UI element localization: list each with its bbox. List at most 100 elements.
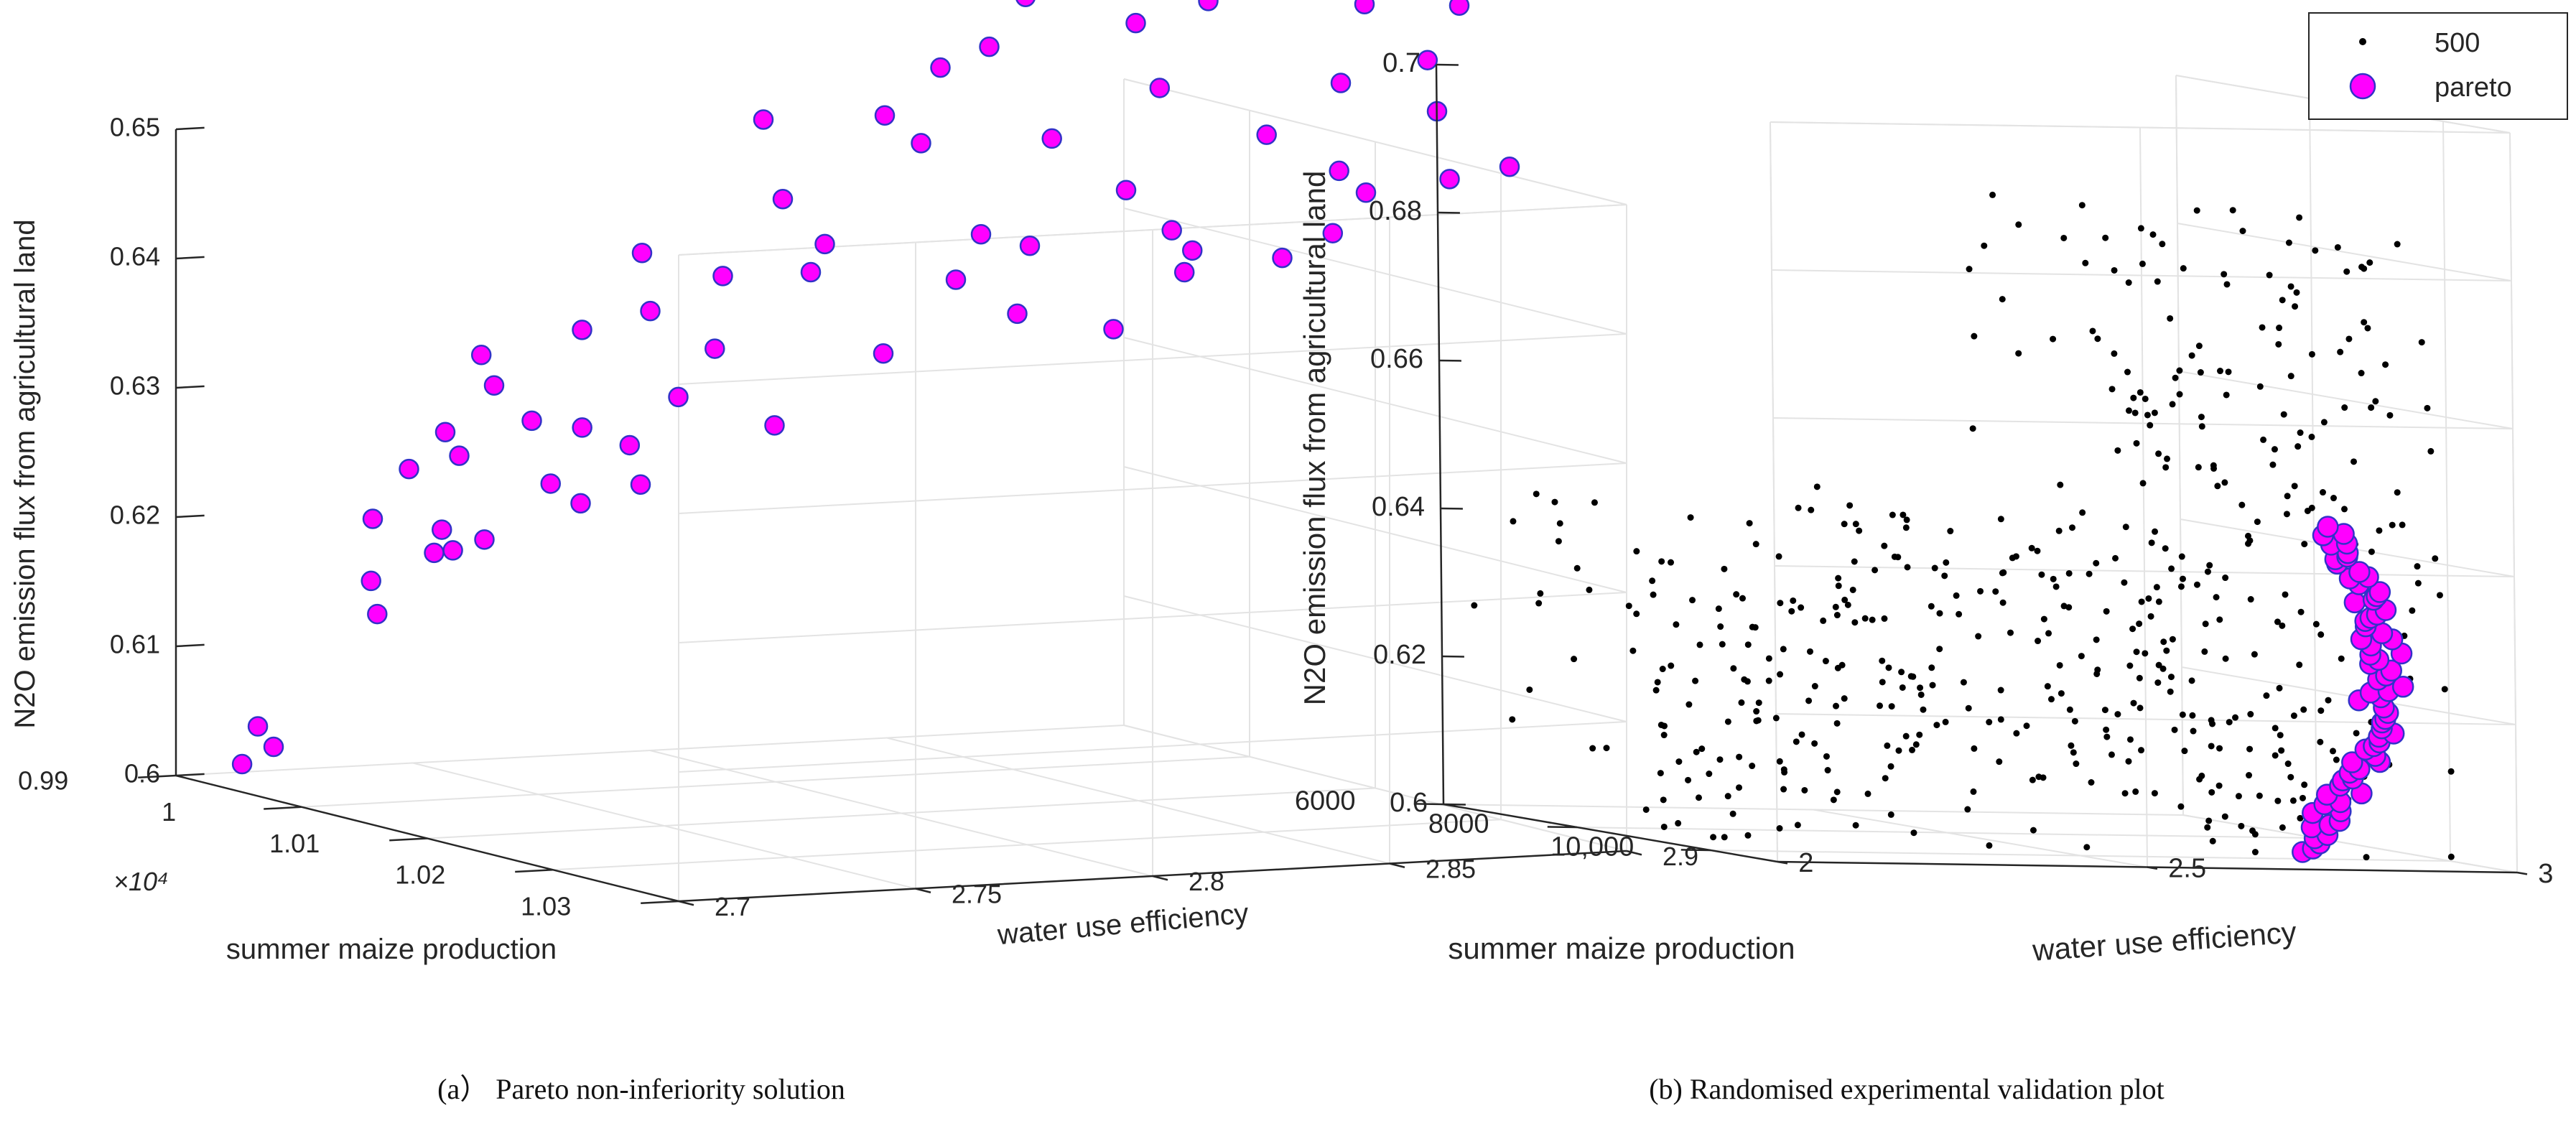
random-sample-point: [2353, 730, 2360, 737]
random-sample-point: [2204, 568, 2211, 575]
random-sample-point: [1943, 559, 1950, 566]
random-sample-point: [2361, 319, 2368, 326]
random-sample-point: [1813, 483, 1821, 490]
pareto-point: [521, 410, 542, 432]
random-sample-point: [1964, 806, 1971, 813]
random-sample-point: [2246, 745, 2254, 753]
random-sample-point: [2136, 674, 2143, 681]
random-sample-point: [2204, 824, 2211, 831]
y-tick-mark: [1389, 862, 1405, 868]
random-sample-point: [1687, 514, 1694, 521]
x-tick-mark: [515, 869, 554, 873]
random-sample-point: [2272, 725, 2279, 732]
random-sample-point: [2093, 559, 2100, 567]
random-sample-point: [2151, 790, 2158, 797]
grid-line-z-back: [2177, 223, 2512, 282]
random-sample-point: [2259, 324, 2266, 331]
random-sample-point: [1852, 521, 1859, 528]
random-sample-point: [1753, 708, 1760, 715]
random-sample-point: [1970, 788, 1977, 795]
random-sample-point: [1869, 616, 1876, 623]
z-tick-mark: [175, 773, 205, 777]
pareto-point: [800, 261, 822, 283]
random-sample-point: [2246, 537, 2254, 544]
random-sample-point: [2432, 555, 2439, 562]
random-sample-point: [2056, 661, 2063, 669]
random-sample-point: [1749, 763, 1756, 770]
points-b-random: [1471, 191, 2455, 861]
random-sample-point: [2071, 717, 2078, 725]
random-sample-point: [1879, 657, 1886, 664]
random-sample-point: [2065, 569, 2073, 577]
random-sample-point: [2276, 325, 2283, 332]
random-sample-point: [2079, 509, 2086, 516]
random-sample-point: [2198, 414, 2205, 421]
random-sample-point: [2168, 565, 2175, 572]
random-sample-point: [2221, 271, 2228, 278]
random-sample-point: [2139, 480, 2147, 487]
grid-line-z-side: [1774, 565, 2515, 577]
random-sample-point: [1835, 582, 1842, 590]
random-sample-point: [1884, 742, 1891, 749]
random-sample-point: [2269, 461, 2277, 468]
random-sample-point: [1861, 615, 1869, 622]
random-sample-point: [2154, 278, 2161, 285]
pareto-point: [930, 57, 951, 78]
grid-line-z-back: [1123, 337, 1627, 464]
random-sample-point: [1846, 502, 1854, 509]
random-sample-point: [2190, 727, 2197, 735]
random-sample-point: [1953, 592, 1960, 599]
pareto-point: [1449, 0, 1470, 16]
z-tick-label: 0.7: [1382, 48, 1420, 78]
random-sample-point: [2436, 592, 2443, 599]
random-sample-point: [2196, 776, 2203, 783]
random-sample-point: [2216, 745, 2223, 752]
random-sample-point: [2283, 511, 2290, 518]
random-sample-point: [2297, 608, 2305, 615]
random-sample-point: [1776, 824, 1783, 832]
random-sample-point: [2126, 662, 2134, 669]
grid-line-z-back: [1123, 208, 1627, 335]
random-sample-point: [2292, 303, 2299, 310]
random-sample-point: [2145, 595, 2152, 602]
random-sample-point: [1675, 758, 1683, 766]
random-sample-point: [1989, 191, 1996, 198]
pareto-point: [705, 338, 725, 359]
random-sample-point: [1986, 842, 1993, 849]
random-sample-point: [1941, 572, 1948, 580]
box-edge: [1123, 78, 1627, 205]
random-sample-point: [1830, 796, 1837, 804]
random-sample-point: [2297, 429, 2304, 437]
pareto-point: [873, 343, 894, 364]
random-sample-point: [2271, 446, 2278, 453]
random-sample-point: [1882, 775, 1889, 782]
legend-marker-pareto: [2349, 73, 2376, 100]
random-sample-point: [1689, 597, 1696, 604]
points-b-pareto: [2292, 516, 2414, 863]
pareto-point: [1125, 12, 1146, 34]
random-sample-point: [2247, 711, 2254, 718]
pareto-point: [362, 508, 383, 529]
pareto-point: [1499, 157, 1520, 177]
pareto-point: [1439, 169, 1460, 190]
random-sample-point: [2206, 562, 2213, 569]
grid-line-x-wall: [2442, 121, 2451, 862]
z-axis-label-b: N2O emission flux from agricultural land: [1298, 171, 1331, 706]
random-sample-point: [2389, 521, 2396, 529]
pareto-point: [442, 540, 463, 561]
random-sample-point: [1999, 599, 2007, 606]
random-sample-point: [2177, 803, 2185, 810]
random-sample-point: [1864, 790, 1871, 797]
random-sample-point: [2399, 521, 2406, 529]
pareto-point: [572, 320, 592, 340]
random-sample-point: [2441, 686, 2448, 693]
random-sample-point: [2317, 707, 2325, 715]
pareto-point: [753, 109, 774, 130]
random-sample-point: [1838, 661, 1846, 669]
random-sample-point: [1739, 595, 1746, 602]
random-sample-point: [2208, 743, 2215, 750]
legend: 500 pareto: [2308, 12, 2568, 120]
z-tick-mark: [175, 256, 205, 260]
random-sample-point: [1780, 646, 1787, 653]
random-sample-point: [1902, 732, 1910, 740]
